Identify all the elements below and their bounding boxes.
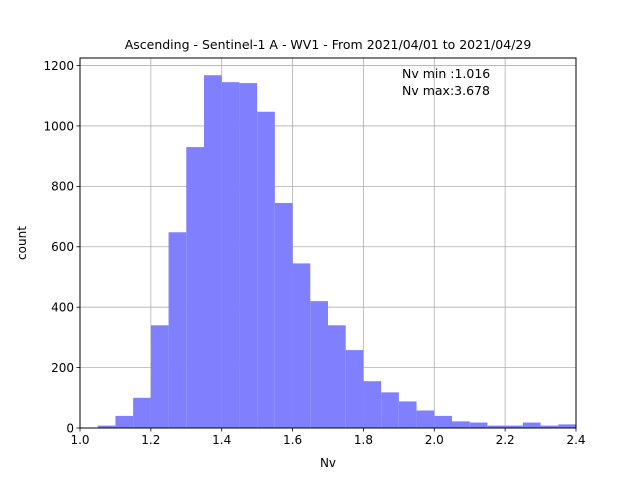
histogram-bar xyxy=(168,232,187,428)
plot-frame xyxy=(79,57,577,429)
histogram-bar xyxy=(558,424,576,428)
histogram-bar xyxy=(221,82,240,428)
y-tick-label: 0 xyxy=(66,421,74,435)
histogram-bar xyxy=(310,301,328,428)
histogram-bar xyxy=(522,422,541,428)
histogram-bar xyxy=(186,147,204,428)
histogram-bar xyxy=(97,425,116,428)
x-tick-label: 1.0 xyxy=(70,433,89,447)
x-tick-label: 1.4 xyxy=(212,433,231,447)
x-tick-label: 1.2 xyxy=(141,433,160,447)
x-axis-label: Nv xyxy=(320,456,336,470)
chart-title: Ascending - Sentinel-1 A - WV1 - From 20… xyxy=(125,37,532,52)
x-tick-label: 1.6 xyxy=(283,433,302,447)
histogram-bar xyxy=(434,415,452,428)
histogram-bar xyxy=(345,350,364,428)
histogram-bar xyxy=(452,421,470,428)
x-tick-label: 2.0 xyxy=(425,433,444,447)
y-tick-label: 200 xyxy=(51,361,74,375)
y-axis-ticks: 0 200 400 600 800 1000 1200 xyxy=(43,59,80,435)
histogram-bar xyxy=(540,425,559,428)
histogram-bar xyxy=(150,325,169,428)
nv-max-annotation: Nv max:3.678 xyxy=(402,83,490,98)
y-tick-label: 800 xyxy=(51,180,74,194)
y-axis-label: count xyxy=(15,226,29,260)
histogram-bars xyxy=(97,75,576,429)
histogram-bar xyxy=(416,410,435,428)
histogram-bar xyxy=(398,401,417,428)
x-tick-label: 1.8 xyxy=(354,433,373,447)
y-tick-label: 600 xyxy=(51,240,74,254)
histogram-bar xyxy=(239,83,258,428)
histogram-bar xyxy=(487,425,506,428)
x-tick-label: 2.4 xyxy=(566,433,585,447)
histogram-bar xyxy=(133,397,151,428)
histogram-bar xyxy=(505,425,523,428)
histogram-bar xyxy=(292,263,311,428)
histogram-bar xyxy=(363,381,382,428)
histogram-bar xyxy=(381,392,399,428)
histogram-bar xyxy=(469,422,488,428)
histogram-bar xyxy=(257,111,275,428)
nv-min-annotation: Nv min :1.016 xyxy=(402,66,490,81)
histogram-bar xyxy=(328,325,346,428)
y-tick-label: 1200 xyxy=(43,59,74,73)
histogram-bar xyxy=(274,202,293,428)
y-tick-label: 400 xyxy=(51,300,74,314)
histogram-bar xyxy=(204,75,222,429)
x-axis-ticks: 1.0 1.2 1.4 1.6 1.8 2.0 2.2 2.4 xyxy=(70,428,586,447)
histogram-bar xyxy=(115,415,134,428)
y-tick-label: 1000 xyxy=(43,119,74,133)
x-tick-label: 2.2 xyxy=(496,433,515,447)
